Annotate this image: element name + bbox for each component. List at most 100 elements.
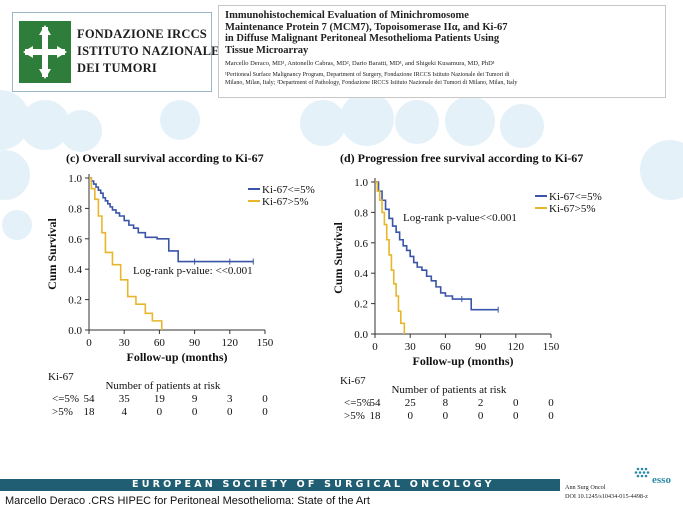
risk-table-cell: 4 — [121, 406, 127, 418]
paper-title: Immunohistochemical Evaluation of Minich… — [225, 10, 659, 56]
y-tick-label: 0.0 — [354, 329, 368, 341]
legend-label: Ki-67>5% — [262, 196, 309, 208]
survival-curve-high-ki67 — [89, 177, 163, 330]
x-tick-label: 30 — [405, 341, 417, 353]
risk-table-cell: 0 — [262, 393, 268, 405]
risk-table-cell: 0 — [443, 410, 449, 422]
x-tick-label: 120 — [222, 337, 239, 349]
y-axis-label: Cum Survival — [45, 218, 59, 290]
progression-free-survival-chart: (d) Progression free survival according … — [331, 151, 602, 422]
survival-curve-low-ki67 — [375, 181, 499, 311]
journal-doi: DOI 10.1245/s10434-015-4498-z — [565, 493, 648, 500]
x-tick-label: 90 — [475, 341, 487, 353]
esso-logo: esso — [628, 466, 676, 486]
risk-table-row-label: <=5% — [344, 397, 371, 409]
background-bubble — [640, 140, 683, 200]
legend-label: Ki-67<=5% — [549, 191, 602, 203]
paper-header: Immunohistochemical Evaluation of Minich… — [218, 5, 666, 98]
y-tick-label: 0.2 — [68, 295, 82, 307]
paper-affiliations: ¹Peritoneal Surface Malignancy Program, … — [225, 71, 659, 87]
risk-table-cell: 35 — [119, 393, 131, 405]
overall-survival-chart: (c) Overall survival according to Ki-67 0… — [45, 151, 315, 418]
paper-authors: Marcello Deraco, MD¹, Antonello Cabras, … — [225, 60, 495, 67]
risk-table-caption: Number of patients at risk — [391, 384, 506, 396]
y-axis-label: Cum Survival — [331, 222, 345, 294]
background-bubble — [445, 96, 495, 146]
y-tick-label: 0.6 — [354, 238, 368, 250]
x-tick-label: 0 — [372, 341, 378, 353]
y-tick-label: 1.0 — [354, 177, 368, 189]
x-tick-label: 60 — [440, 341, 452, 353]
risk-table-cell: 25 — [405, 397, 417, 409]
risk-table-cell: 54 — [370, 397, 382, 409]
background-bubble — [340, 92, 394, 146]
risk-table-cell: 0 — [407, 410, 413, 422]
risk-table-cell: 0 — [513, 410, 519, 422]
y-tick-label: 0.6 — [68, 234, 82, 246]
risk-table-cell: 0 — [157, 406, 163, 418]
journal-reference: Ann Surg Oncol DOI 10.1245/s10434-015-44… — [565, 483, 648, 501]
y-tick-label: 0.2 — [354, 299, 368, 311]
x-tick-label: 0 — [86, 337, 92, 349]
risk-table-cell: 18 — [84, 406, 96, 418]
y-tick-label: 1.0 — [68, 173, 82, 185]
institute-emblem-icon — [19, 21, 71, 83]
risk-table-cell: 54 — [84, 393, 96, 405]
y-tick-label: 0.4 — [354, 268, 368, 280]
survival-curve-low-ki67 — [89, 177, 254, 263]
y-tick-label: 0.0 — [68, 325, 82, 337]
x-tick-label: 150 — [257, 337, 274, 349]
risk-table-row-label: >5% — [52, 406, 73, 418]
institute-name-line1: FONDAZIONE IRCCS — [77, 27, 207, 41]
y-tick-label: 0.4 — [68, 264, 82, 276]
paper-title-line: Tissue Microarray — [225, 44, 309, 56]
legend-label: Ki-67>5% — [549, 203, 596, 215]
risk-table-cell: 0 — [478, 410, 484, 422]
x-axis-label: Follow-up (months) — [126, 350, 227, 364]
background-bubble — [500, 104, 544, 148]
society-name: EUROPEAN SOCIETY OF SURGICAL ONCOLOGY — [132, 479, 495, 490]
x-tick-label: 60 — [154, 337, 166, 349]
risk-table-cell: 19 — [154, 393, 166, 405]
paper-affiliation-line: Milano, Milan, Italy; ²Department of Pat… — [225, 80, 518, 86]
paper-title-line: in Diffuse Malignant Peritoneal Mesothel… — [225, 33, 500, 44]
risk-table-caption: Number of patients at risk — [105, 380, 220, 392]
risk-table-cell: 8 — [443, 397, 449, 409]
x-axis-label: Follow-up (months) — [412, 354, 513, 368]
x-tick-label: 120 — [508, 341, 525, 353]
y-tick-label: 0.8 — [354, 207, 368, 219]
risk-table-cell: 18 — [370, 410, 382, 422]
journal-name: Ann Surg Oncol — [565, 484, 606, 491]
risk-table-cell: 2 — [478, 397, 484, 409]
society-banner: EUROPEAN SOCIETY OF SURGICAL ONCOLOGY — [0, 479, 560, 491]
paper-title-line: Maintenance Protein 7 (MCM7), Topoisomer… — [225, 21, 508, 33]
survival-curve-high-ki67 — [375, 181, 406, 334]
background-bubble — [2, 210, 32, 240]
background-bubble — [300, 100, 346, 146]
background-bubble — [60, 110, 102, 152]
chart-title: (d) Progression free survival according … — [340, 151, 583, 165]
esso-logo-text: esso — [652, 474, 671, 484]
risk-table-cell: 0 — [513, 397, 519, 409]
paper-title-line: Immunohistochemical Evaluation of Minich… — [225, 10, 469, 21]
risk-table-cell: 3 — [227, 393, 233, 405]
risk-table-header: Ki-67 — [48, 371, 74, 383]
risk-table-cell: 9 — [192, 393, 198, 405]
legend-label: Ki-67<=5% — [262, 184, 315, 196]
x-tick-label: 150 — [543, 341, 560, 353]
risk-table-cell: 0 — [548, 397, 554, 409]
risk-table-cell: 0 — [192, 406, 198, 418]
x-tick-label: 30 — [119, 337, 131, 349]
x-tick-label: 90 — [189, 337, 201, 349]
institute-logo: FONDAZIONE IRCCS ISTITUTO NAZIONALE DEI … — [12, 12, 219, 92]
risk-table-cell: 0 — [227, 406, 233, 418]
risk-table-row-label: >5% — [344, 410, 365, 422]
background-bubble — [395, 100, 439, 144]
chart-title: (c) Overall survival according to Ki-67 — [66, 151, 264, 165]
risk-table-cell: 0 — [262, 406, 268, 418]
y-tick-label: 0.8 — [68, 203, 82, 215]
background-bubble — [160, 100, 200, 140]
risk-table-cell: 0 — [548, 410, 554, 422]
institute-name-line2: ISTITUTO NAZIONALE — [77, 44, 220, 58]
institute-name-line3: DEI TUMORI — [77, 61, 157, 75]
